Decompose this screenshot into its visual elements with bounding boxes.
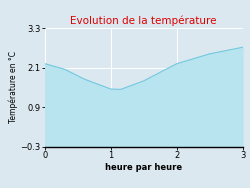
X-axis label: heure par heure: heure par heure bbox=[105, 163, 182, 172]
Title: Evolution de la température: Evolution de la température bbox=[70, 16, 217, 26]
Y-axis label: Température en °C: Température en °C bbox=[8, 52, 18, 123]
